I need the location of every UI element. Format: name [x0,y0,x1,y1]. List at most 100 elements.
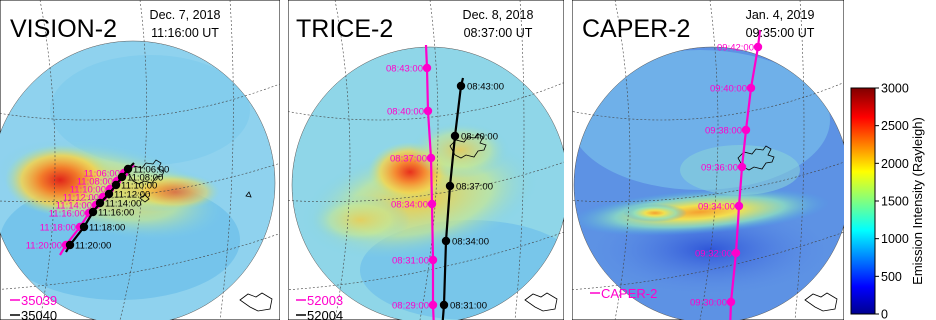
time-label: 08:29:00 [392,301,429,312]
coastline-vision2 [127,159,273,312]
trajectory-point [426,153,436,163]
trajectory-point [731,248,741,258]
time-label: 09:40:00 [710,84,747,95]
trajectory-point [753,42,763,52]
panel-date: Dec. 7, 2018 [150,8,221,22]
trajectory-point [737,162,747,172]
time-label: 11:12:00 [114,190,150,201]
time-label: 11:14:00 [105,199,141,210]
trajectory-point [441,236,451,246]
trajectories-caper2: 09:42:00 09:40:00 09:38:00 09:36:00 09:34:00… [690,29,763,320]
legend-label: CAPER-2 [601,286,657,301]
trajectory-point [726,297,736,307]
panel-date: Dec. 8, 2018 [463,8,534,22]
time-label: 11:16:00 [98,208,134,219]
time-label: 11:10:00 [70,185,106,196]
trajectory-point [79,222,89,232]
trajectory-point [111,180,121,190]
time-label: 11:18:00 [89,223,125,234]
time-label: 11:20:00 [26,241,62,252]
time-label: 11:20:00 [75,241,111,252]
all-sky-image-trice2 [292,47,564,320]
trajectory-point [746,83,756,93]
time-label: 11:16:00 [49,209,85,220]
colorbar-title: Emission Intensity (Rayleigh) [910,117,925,285]
trajectory-line [65,162,135,253]
time-label: 08:37:00 [390,154,427,165]
grid-lines-caper2 [572,0,844,320]
trajectory-point [65,240,75,250]
trajectory-point [428,255,438,265]
time-label: 08:34:00 [452,237,489,248]
time-label: 11:06:00 [133,165,169,176]
legend-caper2: CAPER-2 [590,286,657,301]
colorbar-tick-label: 2500 [881,119,909,133]
time-label: 08:43:00 [386,64,423,75]
trajectory-line [424,44,435,320]
legend-trice2: 52003 52004 [296,293,343,320]
trajectory-point [95,198,105,208]
time-label: 11:12:00 [63,193,99,204]
time-label: 09:36:00 [701,163,738,174]
time-label: 11:08:00 [77,177,113,188]
all-sky-image-vision2 [0,41,275,320]
trajectories-vision2: 11:06:0011:08:0011:10:0011:12:0011:14:00… [26,162,169,256]
trajectory-point [450,131,460,141]
panel-time: 08:37:00 UT [464,26,533,40]
time-label: 08:34:00 [391,200,428,211]
trajectory-point [423,106,433,116]
panel-vision2: 11:06:0011:08:0011:10:0011:12:0011:14:00… [0,0,280,320]
colorbar-gradient [850,87,876,315]
grid-lines-vision2 [0,0,280,320]
panel-time: 09:35:00 UT [746,26,815,40]
legend-label: 52004 [307,308,343,320]
panel-title-trice2: TRICE-2 Dec. 8, 2018 08:37:00 UT [296,8,533,43]
time-label: 08:37:00 [456,182,493,193]
time-label: 11:08:00 [127,173,163,184]
colorbar: 0 500 1000 1500 2000 2500 3000 Emission Intens… [850,82,925,320]
trajectory-point [741,125,751,135]
panel-title-caper2: CAPER-2 Jan. 4, 2019 09:35:00 UT [582,8,815,43]
trajectory-point [427,199,437,209]
panel-title: CAPER-2 [582,15,690,43]
legend-vision2: 35039 35040 [10,293,57,320]
panel-trice2: 08:43:00 08:40:00 08:37:00 08:34:00 08:31:00… [288,0,564,320]
legend-label: 52003 [307,293,343,308]
trajectory-point [104,189,114,199]
trajectory-point [456,81,466,91]
trajectories-trice2: 08:43:00 08:40:00 08:37:00 08:34:00 08:31:00… [386,44,504,320]
coastline-trice2 [449,133,558,312]
all-sky-image-caper2 [574,47,844,320]
trajectory-point [88,207,98,217]
trajectory-point [428,300,438,310]
panel-title: VISION-2 [10,15,117,43]
panel-caper2: 09:42:00 09:40:00 09:38:00 09:36:00 09:34:00… [572,0,844,320]
panel-title: TRICE-2 [296,15,393,43]
legend-label: 35040 [21,308,57,320]
time-label: 09:30:00 [690,298,727,309]
time-label: 08:40:00 [461,132,498,143]
time-label: 08:31:00 [392,256,429,267]
colorbar-tick-label: 3000 [881,82,909,96]
panel-title-vision2: VISION-2 Dec. 7, 2018 11:16:00 UT [10,8,220,43]
time-label: 08:43:00 [467,82,504,93]
colorbar-tick-label: 500 [881,270,902,284]
trajectory-point [422,63,432,73]
panel-date: Jan. 4, 2019 [746,8,815,22]
coastline-caper2 [737,145,838,312]
time-label: 08:31:00 [450,301,487,312]
time-label: 09:32:00 [695,249,732,260]
colorbar-tick-label: 1500 [881,195,909,209]
trajectory-point [734,201,744,211]
colorbar-tick-label: 2000 [881,157,909,171]
colorbar-tick-label: 1000 [881,232,909,246]
panel-time: 11:16:00 UT [151,26,219,40]
time-label: 11:18:00 [40,223,76,234]
time-label: 09:34:00 [698,202,735,213]
colorbar-ticks: 0 500 1000 1500 2000 2500 3000 [875,82,909,320]
time-label: 08:40:00 [387,107,424,118]
time-label: 11:06:00 [84,169,120,180]
trajectory-point [123,164,133,174]
trajectory-point [445,181,455,191]
